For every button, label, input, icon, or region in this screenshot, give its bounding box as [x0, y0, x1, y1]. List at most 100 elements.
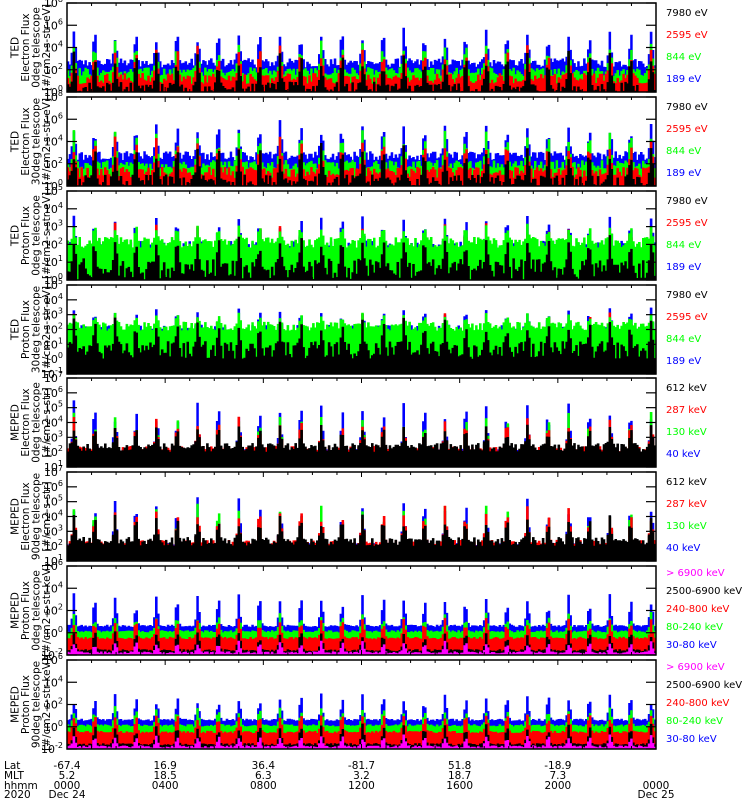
legend-entry: 287 keV: [666, 499, 707, 510]
x-row-label: 2020: [4, 789, 31, 800]
legend-entry: 130 keV: [666, 521, 707, 532]
legend-entry: 189 eV: [666, 262, 701, 273]
y-label-line: [#/cm2-s-str-eV]: [41, 4, 53, 91]
legend-entry: 2500-6900 keV: [666, 680, 742, 691]
y-tick-label: 101: [44, 336, 63, 351]
legend-entry: 40 keV: [666, 543, 700, 554]
legend-entry: 189 eV: [666, 74, 701, 85]
y-tick-label: 100: [44, 719, 63, 734]
y-label-line: Electron Flux: [20, 482, 32, 550]
y-tick-label: 107: [44, 370, 63, 385]
y-label-line: 0deg telescope: [30, 382, 42, 463]
legend-entry: 287 keV: [666, 405, 707, 416]
y-tick-label: 105: [44, 183, 63, 198]
y-label-line: Electron Flux: [20, 107, 32, 175]
series-group: [67, 307, 656, 374]
legend-entry: 2595 eV: [666, 30, 708, 41]
y-tick-label: 105: [44, 277, 63, 292]
y-tick-label: 100: [44, 625, 63, 640]
legend: 7980 eV 2595 eV 844 eV 189 eV: [666, 102, 708, 179]
x-tick-label: 0000: [54, 780, 81, 792]
y-tick-label: 103: [44, 307, 63, 322]
x-tick-label: 18.5: [153, 770, 176, 782]
legend: > 6900 keV 2500-6900 keV 240-800 keV 80-240…: [666, 568, 742, 651]
series-group: [67, 593, 656, 655]
series-group: [67, 215, 656, 280]
legend-entry: 80-240 keV: [666, 716, 723, 727]
x-tick-label: 18.7: [448, 770, 471, 782]
series--6900-kev: [67, 640, 656, 655]
x-row-label: MLT: [4, 770, 24, 782]
y-tick-label: 102: [44, 156, 63, 171]
legend: 7980 eV 2595 eV 844 eV 189 eV: [666, 196, 708, 273]
y-label-line: MEPED: [9, 498, 21, 535]
x-row-label: hhmm: [4, 780, 38, 792]
y-tick-label: 105: [44, 400, 63, 415]
series-group: [67, 693, 656, 749]
y-tick-label: 101: [44, 459, 63, 474]
y-tick-label: 10-1: [41, 366, 63, 381]
y-label-line: MEPED: [9, 592, 21, 629]
y-label-line: 30deg telescope: [30, 286, 42, 373]
x-tick-label: 1600: [446, 780, 473, 792]
y-label-line: TED: [9, 225, 21, 247]
series-group: [67, 27, 656, 92]
y-tick-label: 103: [44, 523, 63, 538]
legend: 7980 eV 2595 eV 844 eV 189 eV: [666, 8, 708, 85]
x-tick-label: 3.2: [353, 770, 370, 782]
series-group: [67, 497, 656, 561]
series-group: [67, 120, 656, 186]
y-tick-label: 10-2: [41, 741, 63, 756]
legend-entry: 7980 eV: [666, 196, 708, 207]
y-tick-label: 102: [44, 538, 63, 553]
x-tick-label: Dec 24: [48, 789, 85, 800]
x-tick-label: 0400: [152, 780, 179, 792]
x-tick-label: 36.4: [252, 760, 276, 772]
y-tick-label: 106: [44, 652, 63, 667]
y-tick-label: 101: [44, 254, 63, 269]
legend-entry: 2595 eV: [666, 312, 708, 323]
legend-entry: 2595 eV: [666, 218, 708, 229]
y-tick-label: 100: [44, 178, 63, 193]
y-label-line: 30deg telescope: [30, 98, 42, 185]
y-label-line: [#/cm2-s-str-eV]: [41, 98, 53, 185]
legend-entry: 7980 eV: [666, 102, 708, 113]
legend-entry: 844 eV: [666, 240, 701, 251]
x-tick-label: 5.2: [59, 770, 76, 782]
series-612-kev: [67, 514, 656, 561]
y-tick-label: 102: [44, 603, 63, 618]
legend-entry: 30-80 keV: [666, 734, 717, 745]
y-label-line: Electron Flux: [20, 388, 32, 456]
y-label-line: 0deg telescope: [30, 7, 42, 88]
legend: 612 keV 287 keV 130 keV 40 keV: [666, 477, 707, 554]
y-tick-label: 108: [44, 89, 63, 104]
y-label-line: [#/cm2-s-str-keV]: [41, 658, 53, 751]
x-row-label: Lat: [4, 760, 20, 772]
series-group: [67, 400, 656, 467]
legend-entry: > 6900 keV: [666, 568, 725, 579]
y-label-line: [#/cm2-s-str-eV]: [41, 286, 53, 373]
legend-entry: 7980 eV: [666, 290, 708, 301]
y-tick-label: 10-2: [41, 647, 63, 662]
y-label-line: [#/cm2-s-str-keV]: [41, 564, 53, 657]
x-tick-label: 7.3: [549, 770, 566, 782]
series-612-kev: [67, 424, 656, 467]
x-tick-label: -81.7: [348, 760, 375, 772]
y-tick-label: 102: [44, 697, 63, 712]
y-tick-label: 106: [44, 385, 63, 400]
x-tick-label: 0000: [643, 780, 670, 792]
y-tick-label: 104: [44, 292, 63, 307]
y-label-line: TED: [9, 319, 21, 341]
y-tick-label: 106: [44, 111, 63, 126]
y-label-line: Proton Flux: [20, 675, 32, 734]
legend-entry: 130 keV: [666, 427, 707, 438]
